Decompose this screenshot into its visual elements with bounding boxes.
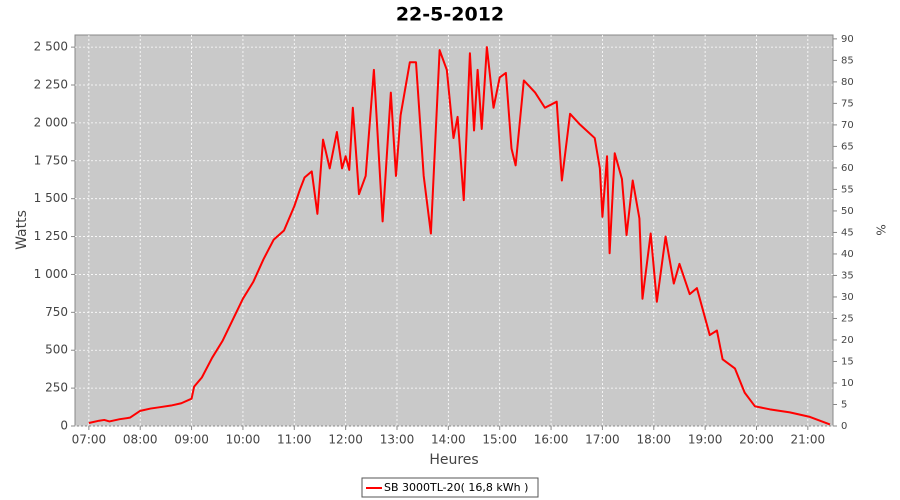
y-tick-label: 750 [45, 305, 68, 319]
y2-tick-label: 10 [841, 378, 854, 389]
x-tick-label: 11:00 [277, 433, 312, 447]
y2-tick-label: 25 [841, 313, 854, 324]
x-tick-label: 12:00 [328, 433, 363, 447]
y-tick-label: 1 750 [34, 153, 68, 167]
y-tick-label: 1 250 [34, 229, 68, 243]
y2-tick-label: 70 [841, 120, 854, 131]
y2-tick-label: 75 [841, 98, 854, 109]
x-tick-label: 18:00 [636, 433, 671, 447]
y-tick-label: 250 [45, 381, 68, 395]
x-tick-label: 20:00 [739, 433, 774, 447]
y-tick-label: 500 [45, 343, 68, 357]
x-tick-label: 19:00 [688, 433, 723, 447]
x-tick-label: 17:00 [585, 433, 620, 447]
x-tick-label: 10:00 [226, 433, 261, 447]
x-tick-label: 09:00 [174, 433, 209, 447]
y-tick-label: 1 500 [34, 191, 68, 205]
y2-tick-label: 15 [841, 356, 854, 367]
y2-tick-label: 65 [841, 141, 854, 152]
x-tick-label: 07:00 [72, 433, 107, 447]
y2-tick-label: 55 [841, 184, 854, 195]
y2-tick-label: 40 [841, 249, 854, 260]
y-tick-label: 1 000 [34, 267, 68, 281]
x-tick-label: 14:00 [431, 433, 466, 447]
y2-tick-label: 0 [841, 421, 847, 432]
x-tick-label: 15:00 [482, 433, 517, 447]
x-tick-label: 21:00 [791, 433, 826, 447]
y2-tick-label: 90 [841, 34, 854, 45]
plot-area [74, 34, 834, 427]
series-line [88, 46, 831, 426]
y-axis-label: Watts [14, 210, 30, 250]
y2-tick-label: 20 [841, 335, 854, 346]
x-tick-label: 16:00 [534, 433, 569, 447]
y2-tick-label: 60 [841, 163, 854, 174]
y2-tick-label: 35 [841, 270, 854, 281]
x-axis-label: Heures [429, 452, 478, 468]
y-tick-label: 2 000 [34, 115, 68, 129]
y2-tick-label: 45 [841, 227, 854, 238]
legend-label: SB 3000TL-20( 16,8 kWh ) [384, 481, 528, 494]
y-tick-label: 0 [60, 419, 68, 433]
y2-tick-label: 5 [841, 399, 847, 410]
chart-title: 22-5-2012 [396, 4, 504, 26]
x-tick-label: 08:00 [123, 433, 158, 447]
y-tick-label: 2 250 [34, 78, 68, 92]
x-tick-label: 13:00 [380, 433, 415, 447]
y2-tick-label: 85 [841, 55, 854, 66]
y-tick-label: 2 500 [34, 40, 68, 54]
y2-tick-label: 50 [841, 206, 854, 217]
y2-tick-label: 80 [841, 77, 854, 88]
legend [361, 477, 539, 498]
y2-axis-label: % [874, 224, 888, 235]
y2-tick-label: 30 [841, 292, 854, 303]
